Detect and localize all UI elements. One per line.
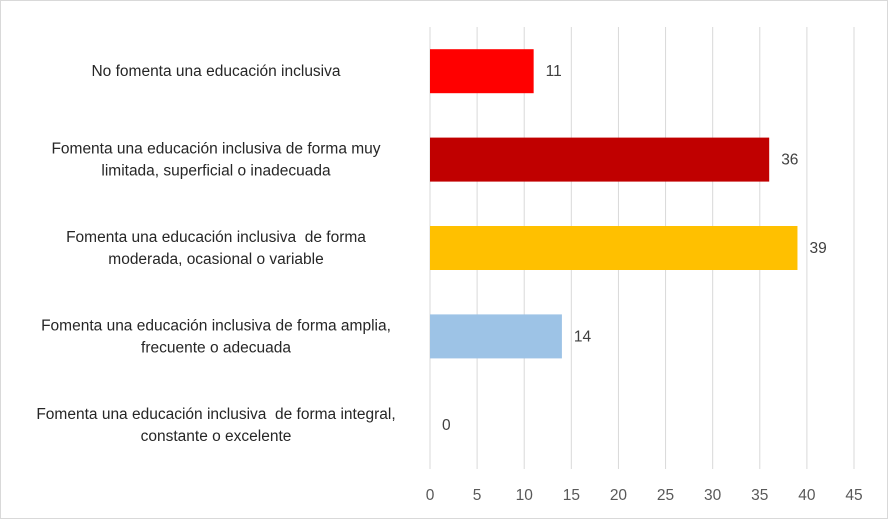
x-tick-label: 0 [426,487,435,504]
data-label: 36 [781,152,798,169]
x-tick-label: 30 [704,487,722,504]
data-label: 14 [574,328,592,345]
x-tick-label: 15 [563,487,580,504]
data-labels: 11 36 39 14 0 [442,63,827,434]
category-label: limitada, superficial o inadecuada [101,163,331,180]
category-label: Fomenta una educación inclusiva de forma… [36,406,395,423]
category-labels: No fomenta una educación inclusiva Foment… [36,63,395,445]
category-label: No fomenta una educación inclusiva [91,63,340,80]
data-label: 0 [442,417,451,434]
bar [430,226,798,270]
category-label: frecuente o adecuada [141,339,291,356]
bar [430,49,534,94]
x-tick-label: 40 [798,487,816,504]
gridlines [429,27,855,469]
x-tick-label: 20 [610,487,628,504]
category-label: Fomenta una educación inclusiva de forma… [51,141,380,158]
category-label: moderada, ocasional o variable [108,251,323,268]
bar [430,314,562,359]
bars [430,49,798,359]
category-label: constante o excelente [141,428,292,445]
data-label: 11 [546,63,562,80]
x-tick-label: 25 [657,487,674,504]
x-tick-label: 35 [751,487,768,504]
x-tick-label: 10 [516,487,534,504]
data-label: 39 [809,240,826,257]
category-label: Fomenta una educación inclusiva de forma… [41,317,391,334]
x-tick-label: 5 [473,487,482,504]
x-axis-tick-labels: 0 5 10 15 20 25 30 35 40 45 [426,487,863,504]
x-tick-label: 45 [845,487,862,504]
category-label: Fomenta una educación inclusiva de forma [66,229,366,246]
bar [430,137,770,182]
